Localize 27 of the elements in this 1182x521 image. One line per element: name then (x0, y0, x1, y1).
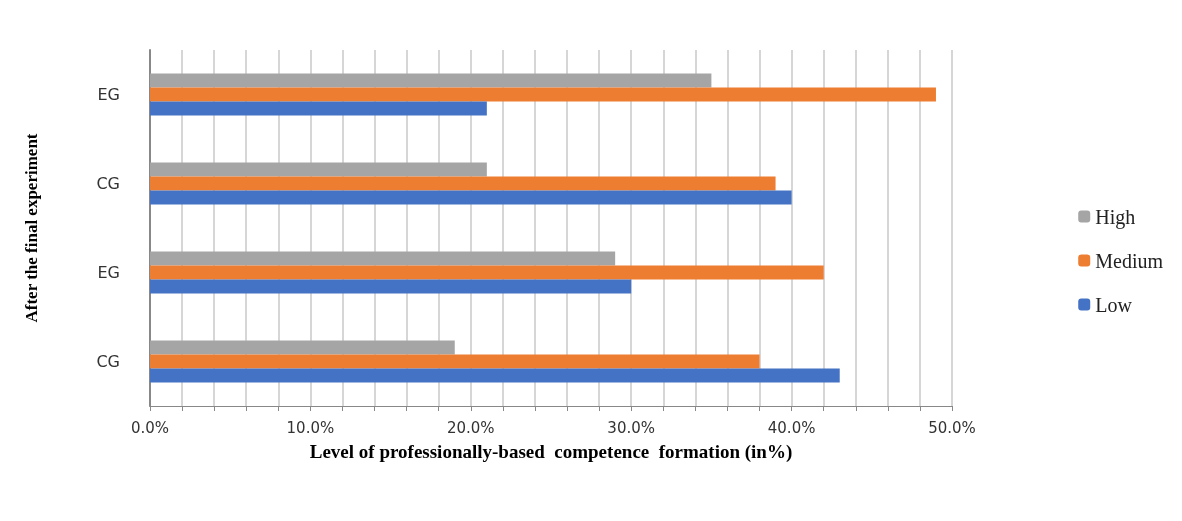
bar (150, 340, 455, 355)
bar (150, 354, 760, 369)
x-tick-label: 20.0% (446, 418, 495, 437)
bar (150, 162, 487, 177)
bar (150, 251, 616, 266)
x-tick-label: 30.0% (607, 418, 656, 437)
bar (150, 101, 487, 116)
bar (150, 265, 824, 280)
legend-label: High (1095, 205, 1136, 229)
y-tick-label: EG (97, 263, 120, 282)
bar (150, 176, 776, 191)
y-tick-label: EG (97, 85, 120, 104)
y-tick-label: CG (96, 352, 120, 371)
y-tick-label: CG (96, 174, 120, 193)
legend-label: Medium (1095, 249, 1164, 272)
legend-label: Low (1095, 293, 1133, 316)
bar (150, 73, 712, 88)
x-tick-label: 0.0% (130, 418, 170, 437)
x-tick-label: 40.0% (767, 418, 816, 437)
x-tick-label: 50.0% (928, 418, 976, 437)
bar (150, 368, 840, 383)
x-axis-title: Level of professionally-based competence formation (in%) (309, 441, 793, 463)
bar (150, 190, 792, 205)
x-tick-label: 10.0% (286, 418, 335, 437)
y-axis-title: After the final experiment (22, 133, 41, 323)
bar (150, 279, 632, 294)
bar (150, 87, 936, 102)
